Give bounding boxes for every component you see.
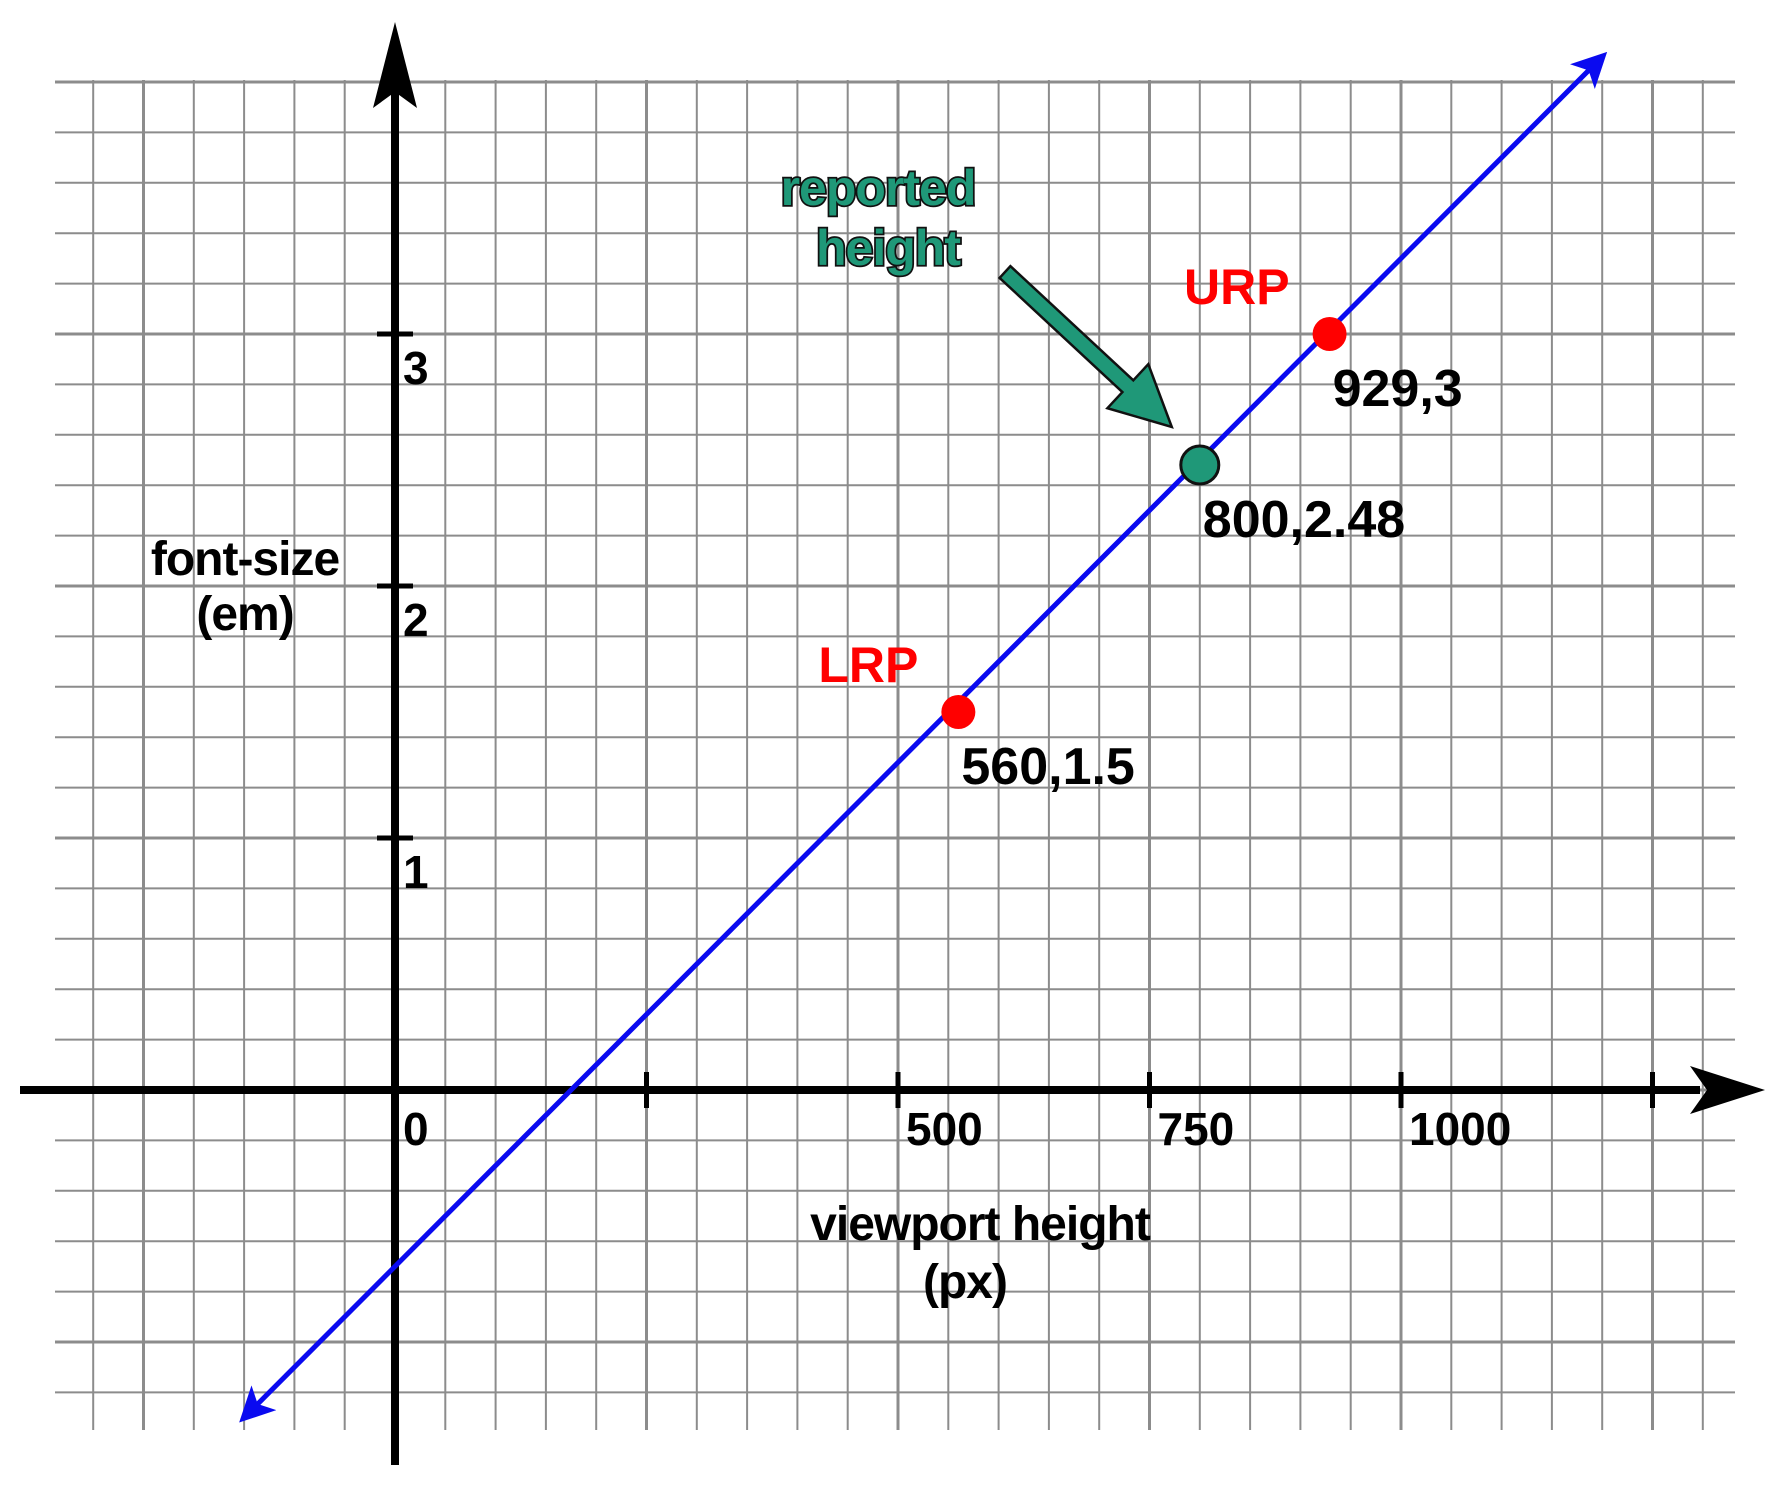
data-point-label: 560,1.5 [961, 738, 1135, 796]
annotation-text-line1: reported [781, 160, 976, 216]
y-tick-label: 1 [403, 846, 429, 898]
data-point [1179, 444, 1221, 486]
x-tick-label: 500 [906, 1103, 983, 1155]
data-points [941, 317, 1347, 729]
data-point-label: 929,3 [1333, 360, 1463, 418]
data-point [1312, 317, 1347, 351]
labels: font-size (em) viewport height (px) 0 500… [151, 259, 1512, 1309]
data-point-tag: URP [1184, 259, 1290, 315]
series-line [239, 51, 1608, 1423]
y-axis-title-line1: font-size [151, 533, 340, 586]
annotation-text-line2: height [816, 220, 961, 276]
annotation-arrow-icon [997, 264, 1174, 429]
series-line-path [239, 51, 1608, 1423]
y-tick-label: 3 [403, 342, 429, 394]
y-axis-title-line2: (em) [196, 588, 293, 641]
x-tick-label: 0 [403, 1103, 429, 1155]
data-point-tag: LRP [818, 637, 918, 693]
data-point [941, 695, 976, 729]
x-axis-title-line1: viewport height [810, 1198, 1151, 1251]
y-tick-label: 2 [403, 594, 429, 646]
x-tick-label: 750 [1158, 1103, 1235, 1155]
x-axis-title-line2: (px) [923, 1256, 1007, 1309]
data-point-label: 800,2.48 [1203, 491, 1405, 549]
x-axis-arrow-icon [1690, 1066, 1765, 1114]
x-tick-label: 1000 [1409, 1103, 1511, 1155]
